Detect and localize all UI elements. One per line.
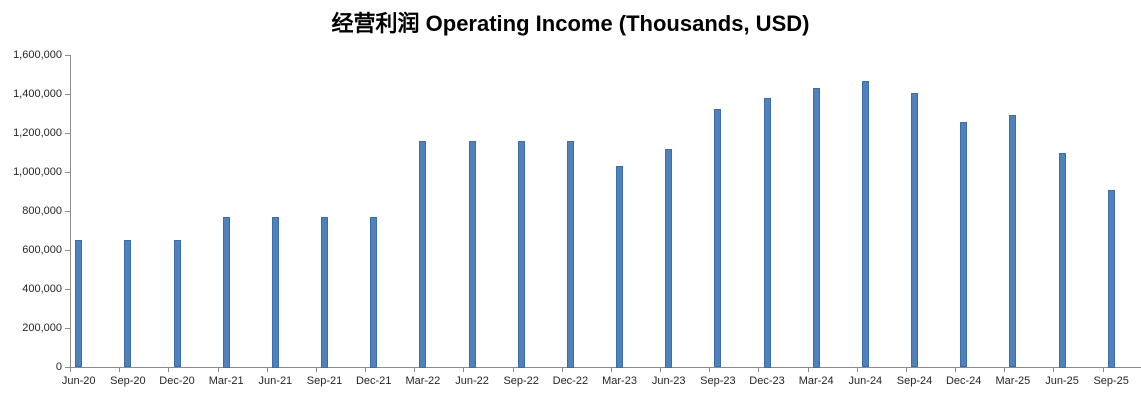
- y-tick-label: 1,600,000: [13, 48, 62, 61]
- bar: [271, 217, 279, 368]
- y-tick-label: 1,200,000: [13, 126, 62, 139]
- bar: [75, 239, 83, 368]
- x-tick-label: Sep-23: [700, 375, 736, 387]
- y-axis-tick: [65, 367, 70, 368]
- y-axis-tick: [65, 327, 70, 329]
- x-tick-label: Jun-20: [61, 375, 96, 387]
- bar: [222, 217, 230, 368]
- y-tick-label: 200,000: [22, 321, 62, 334]
- y-tick-label: 400,000: [22, 282, 62, 295]
- x-axis-tick: [856, 368, 858, 372]
- x-tick-label: Sep-21: [306, 375, 343, 387]
- x-axis-tick: [561, 368, 563, 372]
- bar: [1009, 114, 1017, 368]
- y-axis-tick: [65, 249, 70, 251]
- x-tick-label: Jun-24: [848, 375, 883, 387]
- x-axis-tick: [266, 368, 268, 372]
- y-axis-tick: [65, 93, 70, 95]
- y-axis-tick: [65, 210, 70, 212]
- x-axis-tick: [365, 368, 366, 372]
- bar: [124, 239, 132, 368]
- x-axis-tick: [905, 368, 907, 372]
- y-tick-label: 1,000,000: [13, 165, 62, 178]
- bar: [419, 140, 427, 368]
- x-axis-tick: [512, 368, 514, 372]
- bar: [960, 122, 968, 368]
- x-tick-label: Mar-24: [798, 375, 834, 387]
- y-tick-label: 600,000: [22, 243, 62, 256]
- y-tick-label: 800,000: [22, 204, 62, 217]
- x-axis-tick: [463, 368, 465, 372]
- bar: [665, 148, 673, 368]
- x-tick-label: Mar-22: [405, 375, 441, 387]
- x-axis-tick: [217, 368, 219, 372]
- x-tick-label: Jun-25: [1045, 375, 1079, 387]
- x-axis-tick: [1053, 368, 1055, 372]
- bar: [173, 239, 181, 368]
- x-tick-label: Jun-23: [651, 375, 686, 387]
- y-axis-tick: [65, 288, 70, 290]
- bar: [566, 140, 574, 368]
- bar: [517, 140, 525, 368]
- y-axis-tick: [65, 171, 70, 173]
- chart-title: 经营利润 Operating Income (Thousands, USD): [331, 11, 810, 36]
- bar: [763, 97, 771, 368]
- x-axis-tick: [660, 368, 661, 372]
- x-tick-label: Dec-22: [552, 375, 589, 387]
- y-axis-tick: [65, 54, 70, 56]
- x-tick-label: Dec-24: [945, 375, 982, 387]
- x-tick-label: Dec-23: [749, 375, 785, 387]
- bar: [616, 166, 624, 368]
- x-axis-tick: [70, 368, 71, 372]
- x-axis-tick: [758, 368, 760, 372]
- x-axis-tick: [1102, 368, 1104, 372]
- bar: [812, 88, 820, 368]
- bar: [911, 93, 919, 368]
- y-tick-label: 1,400,000: [13, 87, 62, 100]
- x-axis-tick: [119, 368, 121, 372]
- x-tick-label: Dec-20: [159, 375, 195, 387]
- x-tick-label: Mar-23: [602, 375, 637, 387]
- bar: [714, 108, 722, 368]
- x-axis-tick: [1004, 368, 1006, 372]
- x-tick-label: Mar-21: [208, 375, 244, 387]
- x-tick-label: Mar-25: [995, 375, 1031, 387]
- y-tick-label: 0: [55, 361, 62, 373]
- x-axis-tick: [168, 368, 170, 372]
- bar: [1107, 189, 1115, 368]
- x-axis-tick: [414, 368, 416, 372]
- bar: [370, 217, 378, 368]
- x-tick-label: Sep-24: [896, 375, 933, 387]
- x-axis-tick: [709, 368, 711, 372]
- x-axis-tick: [315, 368, 317, 372]
- y-axis-line: [70, 55, 71, 368]
- x-axis-line: [70, 367, 1141, 368]
- bar: [1058, 152, 1066, 368]
- x-tick-label: Dec-21: [355, 375, 392, 387]
- x-axis-tick: [807, 368, 809, 372]
- x-tick-label: Sep-25: [1093, 375, 1129, 387]
- x-axis-tick: [610, 368, 612, 372]
- bar: [468, 140, 476, 368]
- y-axis-tick: [65, 132, 70, 134]
- bar: [861, 81, 869, 368]
- x-tick-label: Sep-20: [110, 375, 146, 387]
- x-axis-tick: [955, 368, 956, 372]
- x-tick-label: Jun-21: [258, 375, 293, 387]
- x-tick-label: Sep-22: [503, 375, 539, 387]
- bar: [321, 217, 329, 368]
- x-tick-label: Jun-22: [455, 375, 489, 387]
